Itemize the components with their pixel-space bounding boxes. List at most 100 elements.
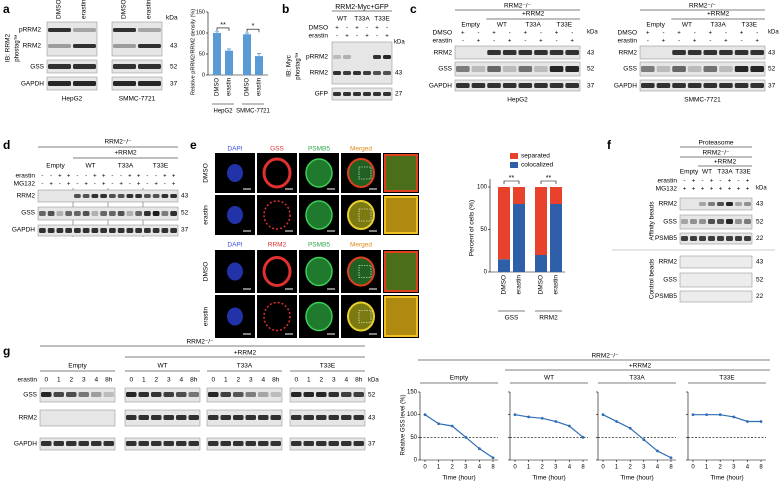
- label: 0: [44, 377, 48, 384]
- label: 43: [756, 201, 764, 208]
- point: [718, 413, 722, 417]
- facet-title: Empty: [450, 375, 469, 382]
- label: T33E: [374, 16, 390, 23]
- label: GSS: [438, 66, 452, 73]
- band: [383, 92, 391, 96]
- label: 8h: [355, 377, 363, 384]
- blot: [454, 61, 581, 77]
- line: [602, 414, 672, 459]
- legend-swatch: [510, 153, 518, 159]
- legend-label: separated: [521, 153, 550, 160]
- band: [220, 441, 231, 446]
- band: [188, 415, 199, 420]
- label: GAPDH: [429, 83, 452, 90]
- x-axis-label: Time (hour): [442, 475, 475, 482]
- label: 52: [181, 210, 189, 217]
- label: 1: [142, 377, 146, 384]
- point: [642, 438, 646, 441]
- panel-label: d: [3, 138, 10, 152]
- sign: -: [684, 179, 686, 185]
- sign: -: [146, 174, 148, 180]
- sign: -: [678, 39, 680, 45]
- label: DMSO: [56, 0, 63, 19]
- band: [258, 415, 269, 420]
- label: IB: Myc: [286, 54, 293, 76]
- label: SMMC-7721: [684, 97, 721, 104]
- label: T33A: [354, 16, 370, 23]
- sig-bracket: [216, 27, 230, 31]
- label: DMSO: [121, 0, 128, 19]
- sign: -: [386, 26, 388, 32]
- label: T33A: [710, 22, 726, 29]
- facet-title: WT: [544, 375, 554, 382]
- blot: [639, 45, 766, 60]
- sign: -: [720, 179, 722, 185]
- band: [383, 55, 391, 59]
- label: DMSO: [203, 163, 210, 183]
- bar: [213, 33, 221, 75]
- band: [303, 392, 314, 397]
- label: erastin: [203, 306, 210, 326]
- sign: -: [76, 174, 78, 180]
- sign: -: [366, 26, 368, 32]
- legend-swatch: [510, 162, 518, 168]
- band: [151, 441, 162, 446]
- sign: -: [540, 31, 542, 37]
- band: [48, 64, 71, 69]
- label: +RRM2: [522, 11, 545, 18]
- band: [750, 83, 764, 88]
- label: SMMC-7721: [119, 96, 156, 103]
- band: [233, 441, 244, 446]
- band: [258, 441, 269, 446]
- cell-stain: [347, 256, 375, 287]
- cell-stain: [305, 158, 333, 188]
- blot: [46, 59, 98, 74]
- point: [691, 413, 695, 417]
- x-axis-label: Time (hour): [710, 475, 743, 482]
- x-tick-label: 8: [759, 465, 763, 471]
- point: [656, 449, 659, 453]
- sign: +: [710, 179, 714, 185]
- bar-segment: [550, 187, 562, 204]
- sign: -: [702, 179, 704, 185]
- sign: +: [646, 31, 650, 37]
- band: [109, 228, 116, 233]
- band: [534, 66, 548, 72]
- band: [672, 83, 686, 88]
- stain-label: Merged: [350, 146, 372, 153]
- band: [456, 83, 470, 88]
- band: [100, 211, 107, 216]
- label: erastin: [308, 33, 328, 40]
- point: [568, 424, 571, 428]
- stain-label: GSS: [270, 146, 284, 153]
- blot: [679, 232, 753, 245]
- label: phostag™: [14, 34, 21, 61]
- band: [74, 194, 81, 198]
- band: [245, 441, 256, 446]
- band: [109, 194, 116, 198]
- x-tick-label: 0: [601, 465, 605, 471]
- label: WT: [337, 16, 347, 23]
- band: [56, 211, 64, 216]
- label: RRM2: [659, 259, 678, 266]
- sign: -: [509, 31, 511, 37]
- x-tick-label: 3: [642, 465, 646, 471]
- label: erastin: [81, 0, 88, 19]
- sign: -: [155, 174, 157, 180]
- band: [117, 211, 125, 216]
- point: [491, 456, 495, 460]
- band: [735, 219, 742, 224]
- band: [82, 228, 90, 233]
- sign: +: [477, 39, 481, 45]
- x-tick-label: erastin: [227, 78, 233, 96]
- sign: +: [570, 39, 574, 45]
- x-tick-label: DMSO: [215, 78, 221, 96]
- label: 1: [224, 377, 228, 384]
- blot: [289, 409, 366, 427]
- panel-label: c: [410, 2, 417, 16]
- stain-label: PSMB5: [308, 146, 330, 153]
- sign: +: [172, 182, 176, 188]
- band: [456, 66, 470, 72]
- band: [291, 441, 302, 446]
- band: [161, 211, 169, 216]
